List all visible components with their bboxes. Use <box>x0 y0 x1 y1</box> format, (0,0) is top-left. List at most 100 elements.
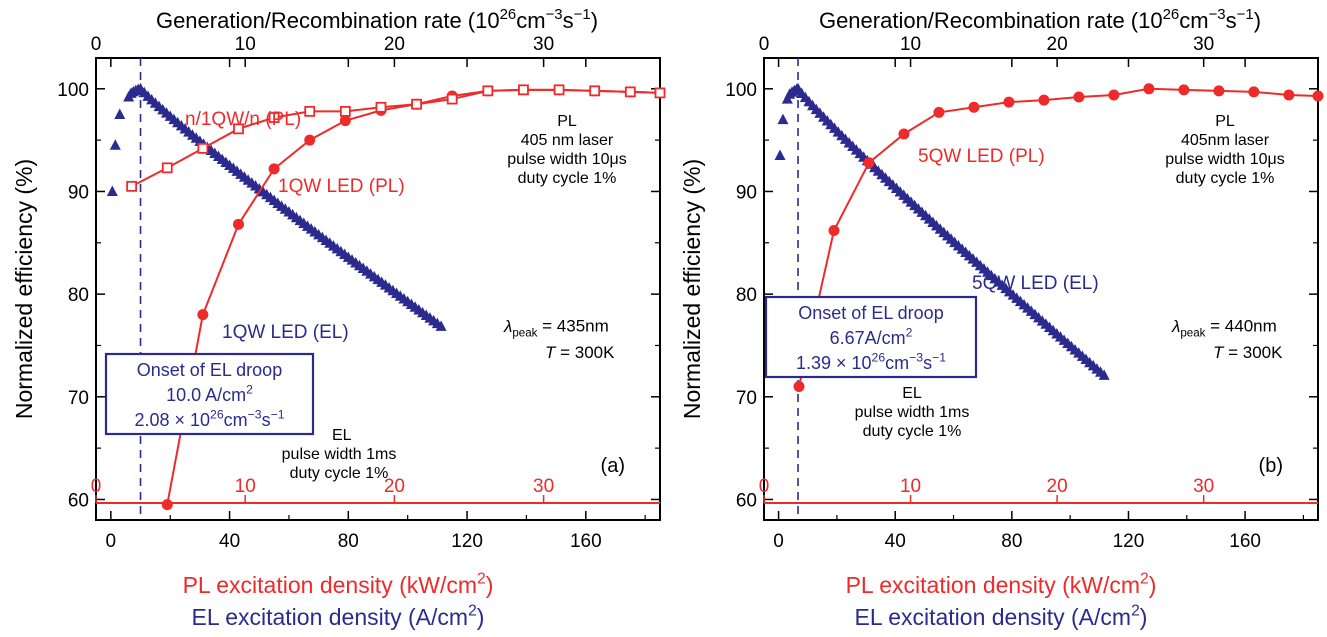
data-point <box>304 105 316 117</box>
top-tick-label: 0 <box>759 34 770 55</box>
pl-condition-line: PL <box>557 113 577 130</box>
data-point <box>933 106 945 118</box>
y-axis-label: Normalized efficiency (%) <box>679 159 705 419</box>
y-tick-label: 80 <box>736 285 757 306</box>
data-point <box>132 83 144 95</box>
onset-title: Onset of EL droop <box>137 360 282 380</box>
y-tick-label: 100 <box>57 80 89 101</box>
panel-label: (b) <box>1259 455 1283 477</box>
series-line <box>131 88 661 188</box>
pl-inner-tick-label: 10 <box>900 476 921 497</box>
data-point <box>411 98 422 110</box>
data-point <box>1098 369 1110 380</box>
data-point <box>482 85 494 97</box>
data-point <box>375 101 387 113</box>
data-point <box>518 84 529 96</box>
el-condition-line: duty cycle 1% <box>290 465 389 482</box>
data-point <box>435 320 447 331</box>
data-point <box>1073 91 1085 103</box>
data-point <box>232 218 244 230</box>
data-point <box>968 101 980 113</box>
x-tick-label: 0 <box>106 531 117 552</box>
series-line <box>798 87 1319 387</box>
series-label-el: 5QW LED (EL) <box>972 273 1099 294</box>
el-condition-line: EL <box>332 427 352 444</box>
data-point <box>1038 94 1050 106</box>
data-point <box>589 85 601 97</box>
data-point <box>339 115 351 127</box>
data-point <box>553 84 565 96</box>
data-point <box>654 87 666 99</box>
data-point <box>161 499 173 511</box>
data-point <box>197 142 209 154</box>
data-point <box>1213 85 1225 97</box>
el-condition-line: pulse width 1ms <box>282 446 397 463</box>
pl-inner-tick-label: 10 <box>235 476 256 497</box>
onset-rate: 1.39 × 1026cm−3s−1 <box>796 350 946 373</box>
data-point <box>233 123 244 135</box>
top-tick-label: 20 <box>1047 34 1068 55</box>
pl-condition-line: pulse width 10μs <box>507 151 627 168</box>
data-point <box>828 224 840 236</box>
onset-title: Onset of EL droop <box>798 303 943 323</box>
data-point <box>1283 89 1295 101</box>
pl-inner-tick-label: 30 <box>533 476 554 497</box>
x-tick-label: 80 <box>338 531 359 552</box>
plot-frame <box>95 57 661 521</box>
data-point <box>114 108 126 119</box>
temperature-note: T = 300K <box>545 343 615 362</box>
y-axis-label: Normalized efficiency (%) <box>11 159 37 419</box>
data-point <box>268 112 280 123</box>
top-tick-label: 0 <box>91 34 102 55</box>
x-tick-label: 160 <box>570 531 602 552</box>
data-point <box>863 157 875 169</box>
data-point <box>304 134 316 146</box>
x-axis-label-pl: PL excitation density (kW/cm2) <box>846 570 1157 598</box>
data-point <box>109 139 121 150</box>
data-point <box>446 93 458 105</box>
data-point <box>1312 90 1324 102</box>
droop-onset-box <box>104 352 315 436</box>
top-tick-label: 10 <box>235 34 256 55</box>
data-point <box>339 105 351 117</box>
data-point <box>1108 89 1120 101</box>
data-point <box>791 83 803 94</box>
data-point <box>793 381 805 393</box>
pl-inner-tick-label: 20 <box>1047 476 1068 497</box>
x-tick-label: 40 <box>885 531 906 552</box>
data-point <box>898 128 910 140</box>
data-point <box>1248 86 1260 98</box>
wavelength-note: λpeak = 440nm <box>1171 317 1277 340</box>
x-tick-label: 120 <box>451 531 483 552</box>
pl-condition-line: pulse width 10μs <box>1165 151 1285 168</box>
x-axis-label-el: EL excitation density (A/cm2) <box>855 602 1148 630</box>
data-point <box>197 309 209 321</box>
data-point <box>777 113 789 125</box>
series-n-1qw-n-pl- <box>126 84 666 192</box>
top-tick-label: 20 <box>384 34 405 55</box>
top-tick-label: 10 <box>900 34 921 55</box>
el-condition-line: pulse width 1ms <box>855 404 970 421</box>
series-5qw-led-el- <box>774 82 1110 380</box>
data-point <box>1178 84 1190 96</box>
chart-panel-a: 0 40 80 120 160 60 70 80 90 100 0 10 20 30 0 10 20 30 n/1Q… <box>11 6 666 630</box>
x-tick-label: 40 <box>219 531 240 552</box>
wavelength-note: λpeak = 435nm <box>503 317 609 340</box>
el-condition-line: EL <box>902 385 922 402</box>
top-axis-label: Generation/Recombination rate (1026cm−3s… <box>819 6 1261 33</box>
y-tick-label: 80 <box>68 285 89 306</box>
x-axis-label-el: EL excitation density (A/cm2) <box>192 602 485 630</box>
droop-onset-box <box>764 295 978 379</box>
pl-condition-line: duty cycle 1% <box>518 170 617 187</box>
pl-inner-tick-label: 0 <box>759 476 770 497</box>
data-point <box>126 180 138 192</box>
x-tick-label: 120 <box>1113 531 1145 552</box>
series-label-el: 1QW LED (EL) <box>222 322 349 343</box>
pl-condition-line: duty cycle 1% <box>1176 170 1275 187</box>
el-condition-line: duty cycle 1% <box>863 423 962 440</box>
temperature-note: T = 300K <box>1213 343 1283 362</box>
data-point <box>774 149 786 161</box>
pl-inner-tick-label: 30 <box>1193 476 1214 497</box>
series-1qw-led-el- <box>106 82 447 331</box>
